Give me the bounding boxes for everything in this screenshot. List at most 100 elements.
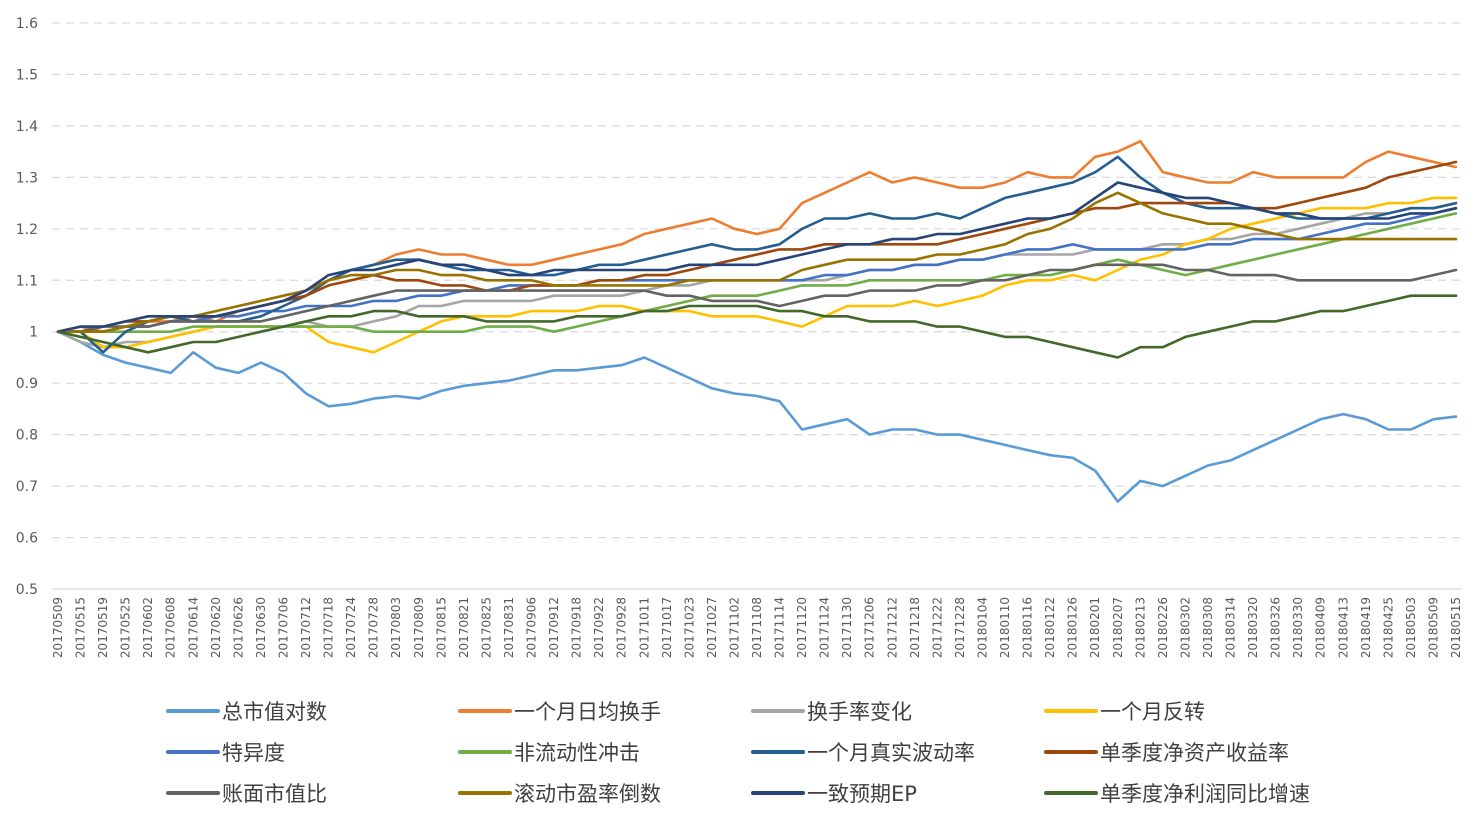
x-tick-label: 20170626 [231, 597, 245, 658]
y-tick-label: 1 [29, 325, 38, 341]
legend-label: 一个月反转 [1100, 700, 1205, 724]
legend-label: 滚动市盈率倒数 [514, 782, 661, 806]
x-tick-label: 20180116 [1021, 597, 1035, 658]
legend-label: 单季度净资产收益率 [1100, 741, 1289, 765]
x-tick-label: 20170718 [322, 597, 336, 658]
x-tick-label: 20170630 [254, 597, 268, 658]
legend-label: 特异度 [222, 741, 285, 765]
x-tick-label: 20170912 [547, 597, 561, 658]
series-line-11 [56, 294, 1458, 359]
x-tick-label: 20171206 [863, 597, 877, 658]
x-tick-label: 20180308 [1201, 597, 1215, 658]
x-tick-label: 20180226 [1156, 597, 1170, 658]
legend-label: 非流动性冲击 [514, 741, 640, 765]
y-tick-label: 0.5 [16, 582, 38, 598]
x-tick-label: 20170620 [209, 597, 223, 658]
legend: 总市值对数 一个月日均换手 换手率变化 一个月反转特异度 非流动性冲击 一个月真实波动率单… [166, 700, 1310, 806]
x-axis-ticks: 20170509 20170515 20170519 20170525 20170602… [51, 597, 1463, 658]
x-tick-label: 20180419 [1359, 597, 1373, 658]
y-tick-label: 1.4 [16, 119, 38, 135]
x-tick-label: 20171228 [953, 597, 967, 658]
x-tick-label: 20170614 [186, 597, 200, 658]
x-tick-label: 20171027 [705, 597, 719, 658]
legend-label: 一个月真实波动率 [807, 741, 975, 765]
legend-label: 总市值对数 [222, 700, 327, 724]
x-tick-label: 20180409 [1314, 597, 1328, 658]
y-tick-label: 0.6 [16, 531, 38, 547]
legend-label: 一致预期EP [807, 782, 917, 806]
x-tick-label: 20171218 [908, 597, 922, 658]
x-tick-label: 20171017 [660, 597, 674, 658]
x-tick-label: 20180326 [1269, 597, 1283, 658]
x-tick-label: 20171130 [840, 597, 854, 658]
x-tick-label: 20170724 [344, 597, 358, 658]
x-tick-label: 20180413 [1336, 597, 1350, 658]
x-tick-label: 20171120 [795, 597, 809, 658]
x-tick-label: 20171108 [750, 597, 764, 658]
grid-lines [52, 22, 1462, 590]
y-tick-label: 1.2 [16, 222, 38, 238]
x-tick-label: 20170803 [389, 597, 403, 658]
x-tick-label: 20170515 [74, 597, 88, 658]
y-tick-label: 1.1 [16, 273, 38, 289]
x-tick-label: 20180314 [1224, 597, 1238, 658]
legend-label: 换手率变化 [807, 700, 912, 724]
legend-label: 单季度净利润同比增速 [1100, 782, 1310, 806]
x-tick-label: 20170922 [592, 597, 606, 658]
x-tick-label: 20170815 [434, 597, 448, 658]
x-tick-label: 20180207 [1111, 597, 1125, 658]
y-tick-label: 1.6 [16, 16, 38, 32]
x-tick-label: 20180104 [975, 597, 989, 658]
x-tick-label: 20171212 [885, 597, 899, 658]
x-tick-label: 20171023 [682, 597, 696, 658]
x-tick-label: 20171102 [727, 597, 741, 658]
x-tick-label: 20171222 [930, 597, 944, 658]
y-tick-label: 1.5 [16, 67, 38, 83]
x-tick-label: 20170519 [96, 597, 110, 658]
x-tick-label: 20170918 [570, 597, 584, 658]
x-tick-label: 20180515 [1449, 597, 1463, 658]
x-tick-label: 20170706 [276, 597, 290, 658]
y-tick-label: 0.9 [16, 376, 38, 392]
x-tick-label: 20171011 [637, 597, 651, 658]
x-tick-label: 20180213 [1133, 597, 1147, 658]
series-line-7 [56, 160, 1458, 334]
x-tick-label: 20170525 [119, 597, 133, 658]
x-tick-label: 20180126 [1066, 597, 1080, 658]
x-tick-label: 20180110 [998, 597, 1012, 658]
x-tick-label: 20170602 [141, 597, 155, 658]
series-line-0 [56, 330, 1458, 503]
x-tick-label: 20170608 [164, 597, 178, 658]
x-tick-label: 20180509 [1426, 597, 1440, 658]
legend-label: 一个月日均换手 [514, 700, 661, 724]
x-tick-label: 20180330 [1291, 597, 1305, 658]
x-tick-label: 20171114 [773, 597, 787, 658]
series-lines [56, 140, 1458, 503]
series-line-9 [56, 191, 1458, 334]
x-tick-label: 20170928 [615, 597, 629, 658]
x-tick-label: 20180122 [1043, 597, 1057, 658]
x-tick-label: 20170821 [457, 597, 471, 658]
x-tick-label: 20180302 [1178, 597, 1192, 658]
x-tick-label: 20170728 [367, 597, 381, 658]
x-tick-label: 20180320 [1246, 597, 1260, 658]
x-tick-label: 20170509 [51, 597, 65, 658]
x-tick-label: 20170825 [479, 597, 493, 658]
series-line-6 [56, 155, 1458, 354]
x-tick-label: 20170906 [525, 597, 539, 658]
x-tick-label: 20180425 [1381, 597, 1395, 658]
y-axis-ticks: 0.5 0.6 0.7 0.8 0.9 1 1.1 1.2 1.3 1.4 1.5 1.6 [16, 16, 38, 598]
y-tick-label: 0.7 [16, 479, 38, 495]
x-tick-label: 20170712 [299, 597, 313, 658]
y-tick-label: 1.3 [16, 170, 38, 186]
y-tick-label: 0.8 [16, 428, 38, 444]
x-tick-label: 20170809 [412, 597, 426, 658]
x-tick-label: 20180201 [1088, 597, 1102, 658]
series-line-5 [56, 212, 1458, 334]
legend-label: 账面市值比 [222, 782, 327, 806]
x-tick-label: 20170831 [502, 597, 516, 658]
x-tick-label: 20171124 [818, 597, 832, 658]
series-line-8 [56, 263, 1458, 334]
